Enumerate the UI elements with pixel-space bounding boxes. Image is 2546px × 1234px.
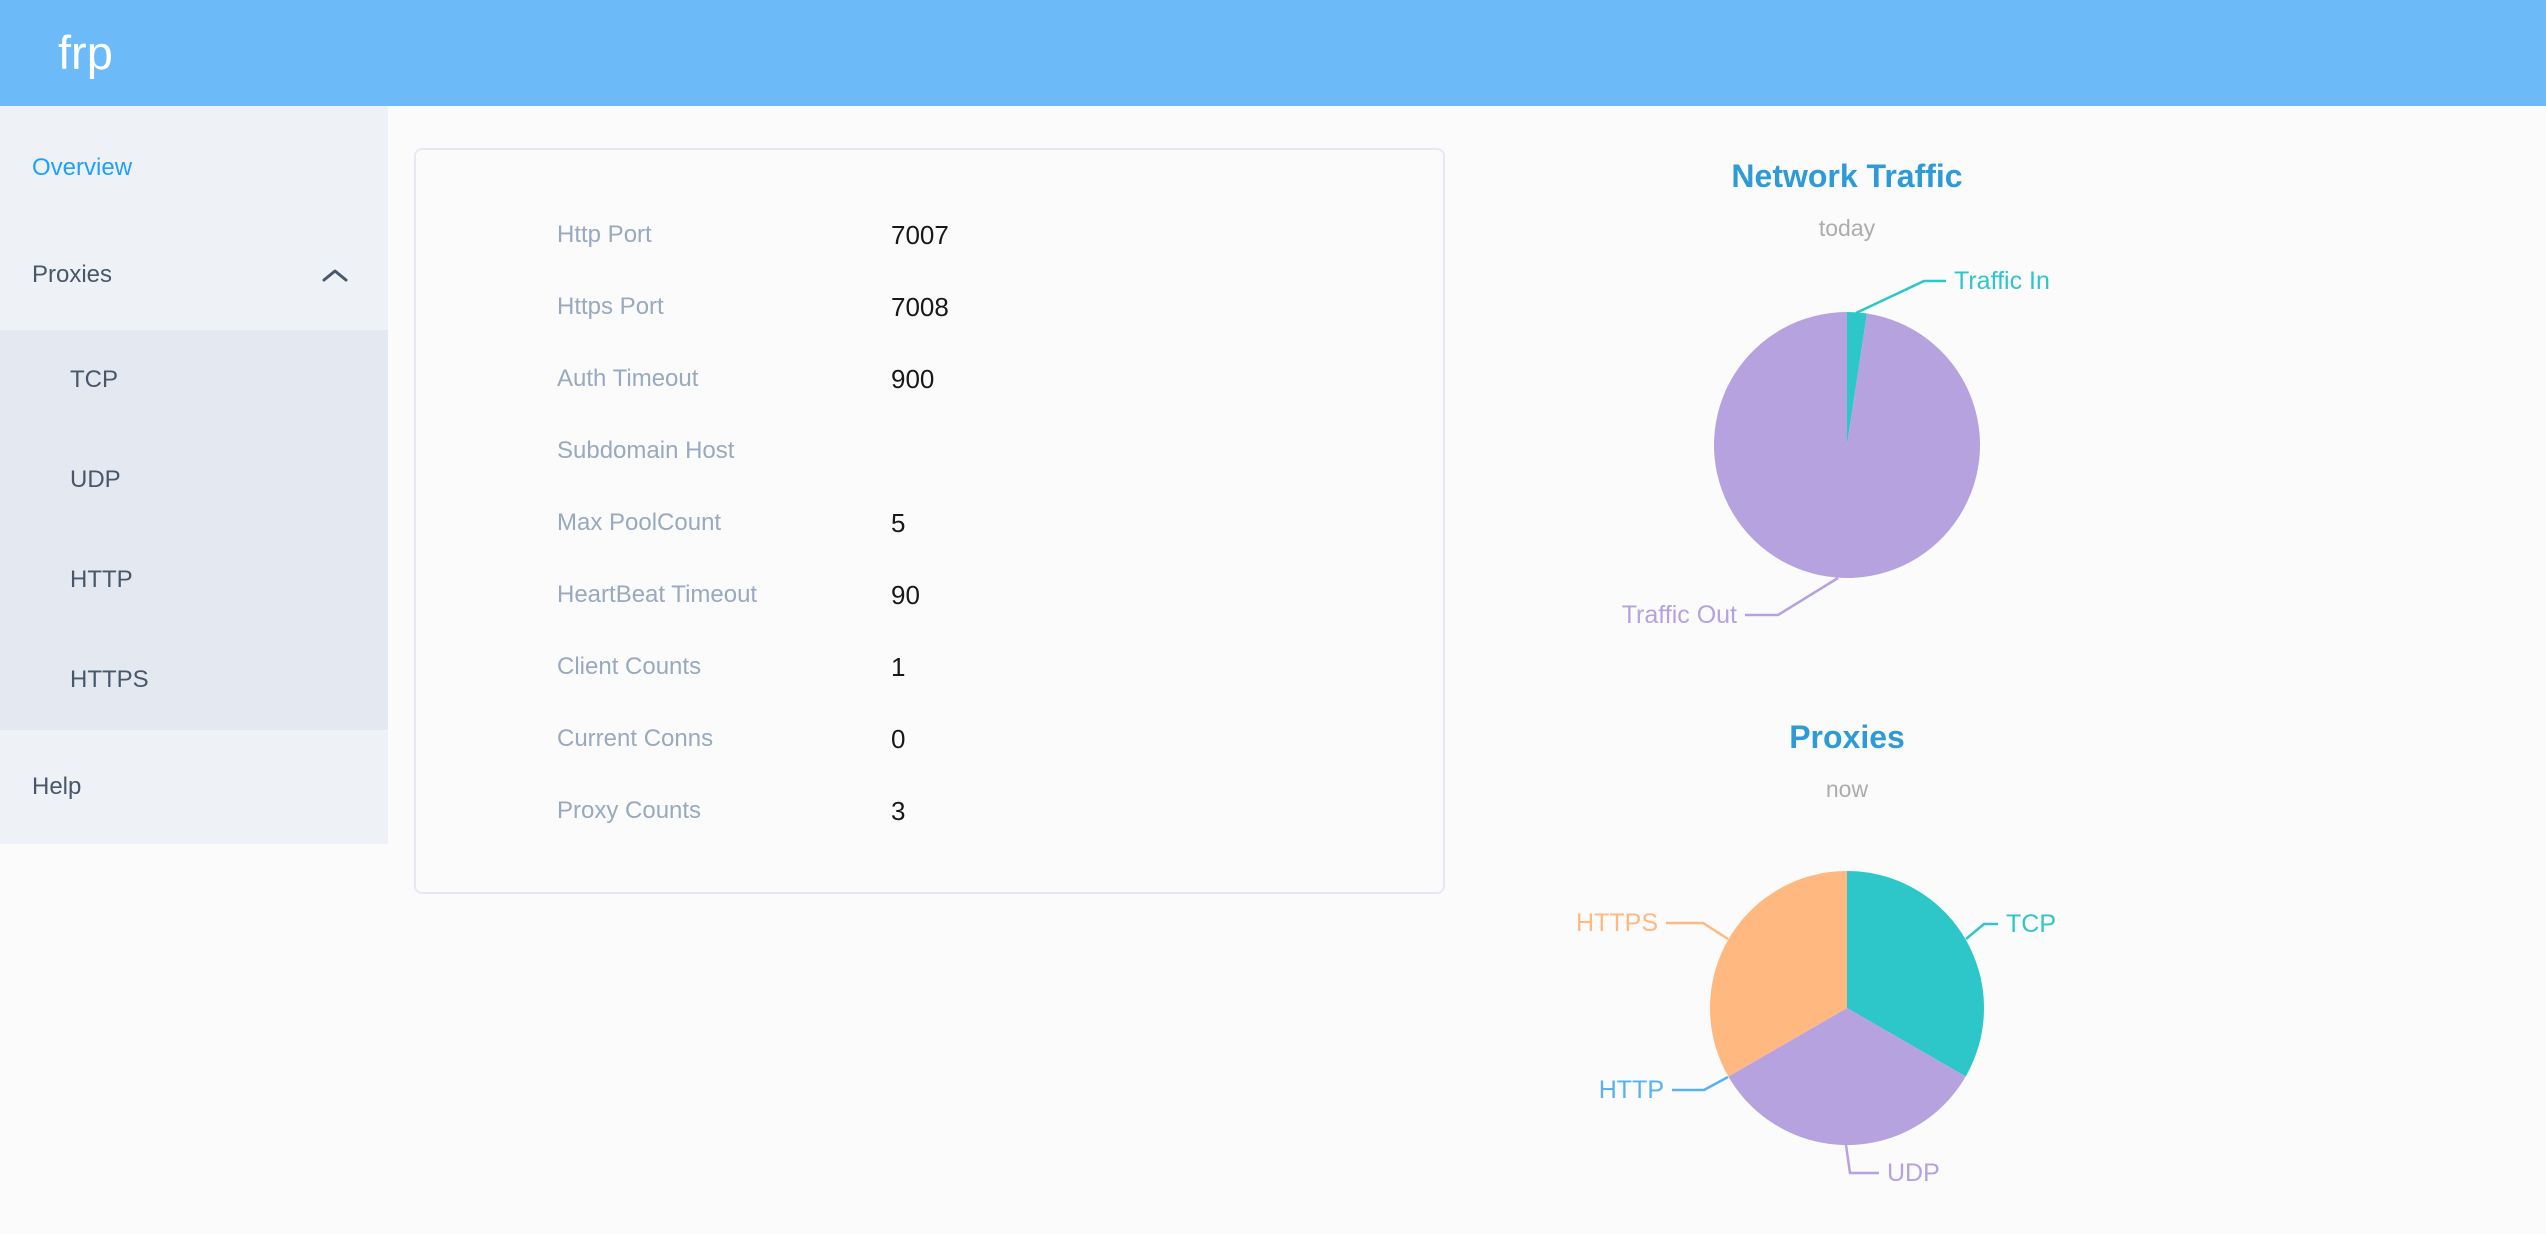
- sidebar-item-label: Proxies: [32, 261, 113, 288]
- pie-slice-udp[interactable]: [1728, 1008, 1966, 1145]
- config-value: 5: [891, 508, 906, 538]
- chart-subtitle: now: [1825, 776, 1869, 802]
- proxies-pie: TCP UDP HTTP HTTPS: [1576, 871, 2056, 1187]
- network-traffic-pie: Traffic In Traffic Out: [1622, 267, 2050, 629]
- sidebar-item-label: HTTPS: [70, 666, 149, 693]
- callout-line-http: [1672, 1075, 1729, 1092]
- header-bar: frp: [0, 0, 2546, 106]
- pie-slice-traffic-in[interactable]: [1847, 312, 1867, 445]
- pie-slice-tcp[interactable]: [1847, 871, 1984, 1077]
- config-value: 900: [891, 364, 935, 394]
- sidebar-item-label: Overview: [32, 154, 133, 181]
- config-row-auth-timeout: Auth Timeout 900: [416, 343, 1443, 415]
- config-label: Auth Timeout: [557, 365, 699, 392]
- chart-title: Network Traffic: [1731, 158, 1963, 194]
- config-row-proxy-counts: Proxy Counts 3: [416, 775, 1443, 847]
- config-value: 90: [891, 580, 920, 610]
- config-value: 1: [891, 652, 906, 682]
- sidebar-item-help[interactable]: Help: [0, 730, 388, 844]
- config-row-https-port: Https Port 7008: [416, 271, 1443, 343]
- callout-line-tcp: [1965, 922, 1998, 940]
- config-label: Current Conns: [557, 725, 714, 752]
- callout-label-traffic-in: Traffic In: [1954, 267, 2050, 295]
- config-row-client-counts: Client Counts 1: [416, 631, 1443, 703]
- sidebar-item-label: TCP: [70, 366, 118, 393]
- config-row-subdomain-host: Subdomain Host: [416, 415, 1443, 487]
- sidebar-item-label: HTTP: [70, 566, 133, 593]
- proxies-submenu: TCP UDP HTTP HTTPS: [0, 330, 388, 730]
- callout-line-traffic-out: [1745, 576, 1839, 617]
- sidebar-item-label: UDP: [70, 466, 121, 493]
- proxies-chart: Proxies now TCP UDP HTTP HTTPS: [1540, 713, 2154, 1234]
- sidebar-item-label: Help: [32, 773, 82, 800]
- server-config-card: Http Port 7007 Https Port 7008 Auth Time…: [414, 148, 1445, 894]
- callout-label-tcp: TCP: [2006, 910, 2056, 938]
- sidebar-item-tcp[interactable]: TCP: [0, 330, 388, 430]
- config-label: Https Port: [557, 293, 664, 320]
- callout-line-udp: [1844, 1144, 1879, 1175]
- sidebar-item-https[interactable]: HTTPS: [0, 630, 388, 730]
- app-logo[interactable]: frp: [58, 26, 113, 79]
- config-row-heartbeat-timeout: HeartBeat Timeout 90: [416, 559, 1443, 631]
- config-label: Max PoolCount: [557, 509, 722, 536]
- config-label: HeartBeat Timeout: [557, 581, 758, 608]
- sidebar: Overview Proxies TCP UDP HTTP HTTPS Help: [0, 106, 388, 844]
- callout-label-http: HTTP: [1599, 1076, 1664, 1104]
- pie-slice-traffic-out[interactable]: [1714, 312, 1980, 578]
- callout-label-traffic-out: Traffic Out: [1622, 601, 1737, 629]
- callout-line-traffic-in: [1855, 279, 1946, 315]
- callout-line-https: [1666, 921, 1729, 941]
- config-row-max-poolcount: Max PoolCount 5: [416, 487, 1443, 559]
- config-label: Proxy Counts: [557, 797, 702, 824]
- config-value: 3: [891, 796, 906, 826]
- chart-subtitle: today: [1818, 215, 1876, 241]
- callout-label-udp: UDP: [1887, 1159, 1940, 1187]
- config-value: 7008: [891, 292, 949, 322]
- network-traffic-chart: Network Traffic today Traffic In Traffic…: [1540, 152, 2154, 650]
- config-row-http-port: Http Port 7007: [416, 199, 1443, 271]
- config-row-current-conns: Current Conns 0: [416, 703, 1443, 775]
- config-value: 0: [891, 724, 906, 754]
- sidebar-item-proxies[interactable]: Proxies: [0, 220, 388, 330]
- sidebar-item-http[interactable]: HTTP: [0, 530, 388, 630]
- sidebar-item-overview[interactable]: Overview: [0, 116, 388, 220]
- config-label: Subdomain Host: [557, 437, 735, 464]
- config-label: Http Port: [557, 221, 652, 248]
- config-value: 7007: [891, 220, 949, 250]
- pie-slices: [1714, 312, 1980, 578]
- chevron-up-icon: [322, 269, 348, 282]
- sidebar-item-udp[interactable]: UDP: [0, 430, 388, 530]
- callout-label-https: HTTPS: [1576, 909, 1658, 937]
- pie-slices: [1710, 871, 1984, 1145]
- config-label: Client Counts: [557, 653, 702, 680]
- chart-title: Proxies: [1789, 719, 1905, 755]
- pie-slice-https[interactable]: [1710, 871, 1847, 1077]
